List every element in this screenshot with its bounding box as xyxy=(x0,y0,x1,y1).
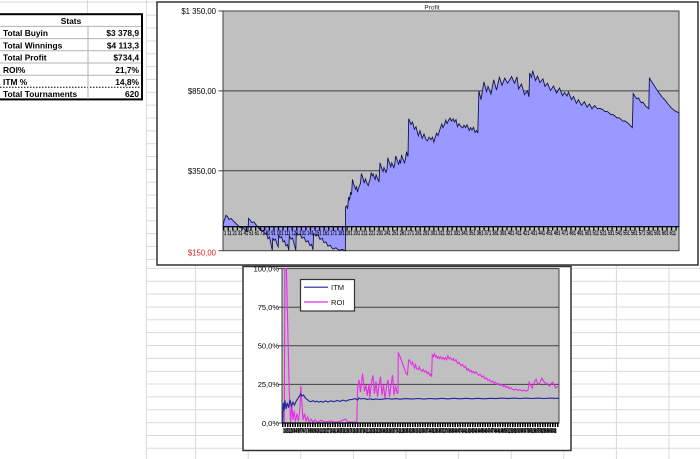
svg-text:1 8 15 22 29 36 43 50 57 64 71: 1 8 15 22 29 36 43 50 57 64 71 78 85 92 … xyxy=(284,429,557,435)
svg-text:21,7%: 21,7% xyxy=(115,65,139,75)
svg-text:Stats: Stats xyxy=(61,16,82,26)
svg-text:$850,00: $850,00 xyxy=(188,87,217,96)
svg-text:Total Buyin: Total Buyin xyxy=(3,28,48,38)
svg-text:Profit: Profit xyxy=(424,5,439,12)
svg-text:$734,4: $734,4 xyxy=(113,53,139,63)
svg-text:620: 620 xyxy=(125,89,139,99)
svg-text:14,8%: 14,8% xyxy=(115,77,139,87)
svg-text:ROI%: ROI% xyxy=(3,65,26,75)
svg-text:50,0%: 50,0% xyxy=(258,342,280,351)
svg-text:ITM: ITM xyxy=(331,283,344,292)
svg-text:75,0%: 75,0% xyxy=(258,303,280,312)
svg-text:$150,00: $150,00 xyxy=(188,249,217,258)
svg-text:Total Winnings: Total Winnings xyxy=(3,40,63,50)
svg-text:1 11 21 31 41 51 61 71 81 91 1: 1 11 21 31 41 51 61 71 81 91 101 111 121… xyxy=(224,231,676,237)
svg-text:ITM %: ITM % xyxy=(3,77,28,87)
svg-text:ROI: ROI xyxy=(331,298,345,307)
svg-text:0,0%: 0,0% xyxy=(262,419,279,428)
svg-text:$350,00: $350,00 xyxy=(188,167,217,176)
svg-text:1 8 15 22 29 36 43 50 57 64 71: 1 8 15 22 29 36 43 50 57 64 71 78 85 92 … xyxy=(283,429,556,435)
svg-text:100,0%: 100,0% xyxy=(254,264,280,273)
svg-text:$3 378,9: $3 378,9 xyxy=(106,28,139,38)
svg-text:Total Profit: Total Profit xyxy=(3,53,47,63)
svg-text:$4 113,3: $4 113,3 xyxy=(107,40,139,50)
svg-text:$1 350,00: $1 350,00 xyxy=(181,7,216,16)
svg-text:25,0%: 25,0% xyxy=(258,380,280,389)
svg-text:Total Tournaments: Total Tournaments xyxy=(3,89,77,99)
